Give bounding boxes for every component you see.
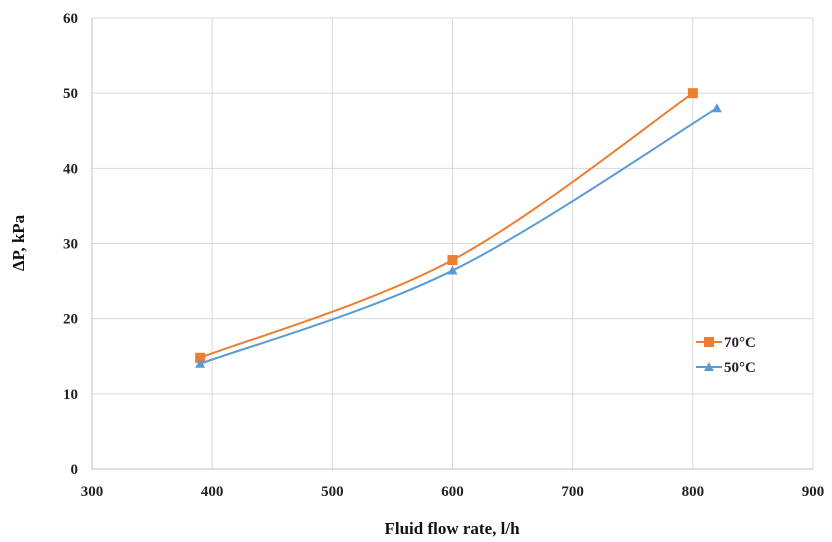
x-tick-label: 500 xyxy=(321,484,344,500)
x-tick-label: 400 xyxy=(201,484,224,500)
x-tick-label: 700 xyxy=(561,484,584,500)
legend-item-1: 70°C xyxy=(696,335,756,351)
legend-label-1: 70°C xyxy=(724,335,756,351)
data-point xyxy=(447,255,458,266)
data-point xyxy=(711,103,722,113)
series-line-1 xyxy=(199,92,694,359)
legend-marker-2 xyxy=(704,362,714,371)
y-tick-label: 30 xyxy=(63,237,78,253)
legend-marker-1 xyxy=(704,337,714,347)
y-tick-label: 50 xyxy=(63,86,78,102)
y-tick-label: 40 xyxy=(63,161,78,177)
axes-layer xyxy=(91,18,813,470)
data-point xyxy=(195,358,206,368)
data-point xyxy=(447,265,458,275)
series-line-2 xyxy=(199,107,718,365)
y-tick-label: 0 xyxy=(71,462,79,478)
y-tick-label: 60 xyxy=(63,11,78,27)
grid-layer xyxy=(92,17,814,469)
data-point xyxy=(687,88,698,99)
data-point xyxy=(195,352,206,363)
y-tick-label: 10 xyxy=(63,387,78,403)
x-tick-label: 800 xyxy=(682,484,705,500)
series-layer xyxy=(195,88,722,368)
tick-layer: 300 400 500 600 700 800 900 0 10 20 30 40 50 60 xyxy=(63,11,824,500)
x-tick-label: 300 xyxy=(81,484,104,500)
legend-label-2: 50°C xyxy=(724,360,756,376)
legend: 70°C 50°C xyxy=(696,335,756,376)
y-tick-label: 20 xyxy=(63,312,78,328)
x-tick-label: 900 xyxy=(802,484,825,500)
legend-item-2: 50°C xyxy=(696,360,756,376)
y-axis-label: ΔP, kPa xyxy=(9,214,28,271)
x-axis-label: Fluid flow rate, l/h xyxy=(384,519,520,538)
x-tick-label: 600 xyxy=(441,484,464,500)
